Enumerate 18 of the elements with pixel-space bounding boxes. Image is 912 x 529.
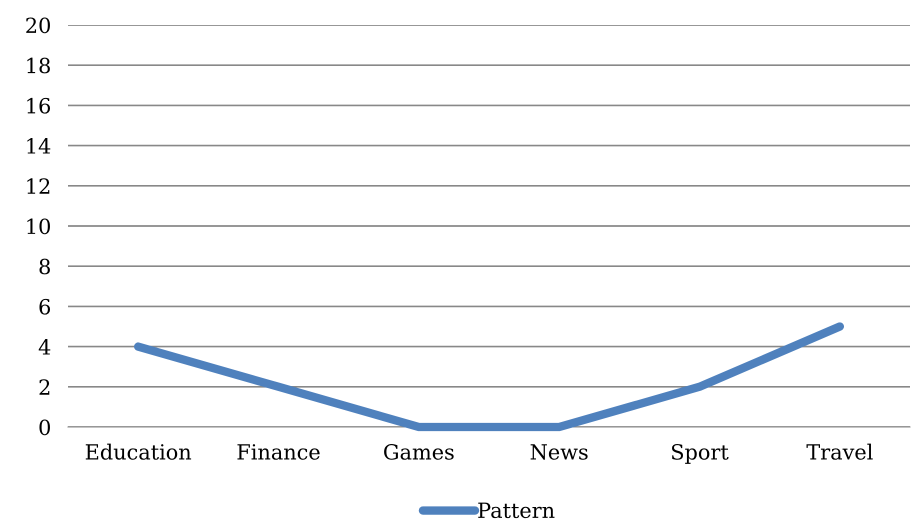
- x-tick-label: News: [530, 444, 588, 460]
- y-tick-label: 8: [39, 258, 50, 274]
- y-tick-label: 4: [38, 339, 50, 355]
- y-tick-label: 2: [39, 379, 50, 395]
- x-tick-label: Travel: [806, 444, 873, 460]
- y-tick-label: 20: [26, 17, 50, 34]
- x-tick-label: Education: [86, 444, 192, 460]
- x-tick-label: Sport: [672, 444, 729, 464]
- legend-label: Pattern: [478, 502, 554, 518]
- y-tick-label: 6: [39, 298, 50, 315]
- y-tick-label: 16: [27, 98, 50, 114]
- y-tick-label: 12: [27, 178, 50, 194]
- y-tick-label: 14: [27, 138, 50, 154]
- x-tick-label: Finance: [237, 444, 320, 460]
- y-tick-label: 10: [27, 218, 50, 234]
- y-tick-label: 0: [39, 419, 50, 436]
- x-tick-label: Games: [384, 444, 454, 460]
- y-tick-label: 18: [27, 58, 50, 74]
